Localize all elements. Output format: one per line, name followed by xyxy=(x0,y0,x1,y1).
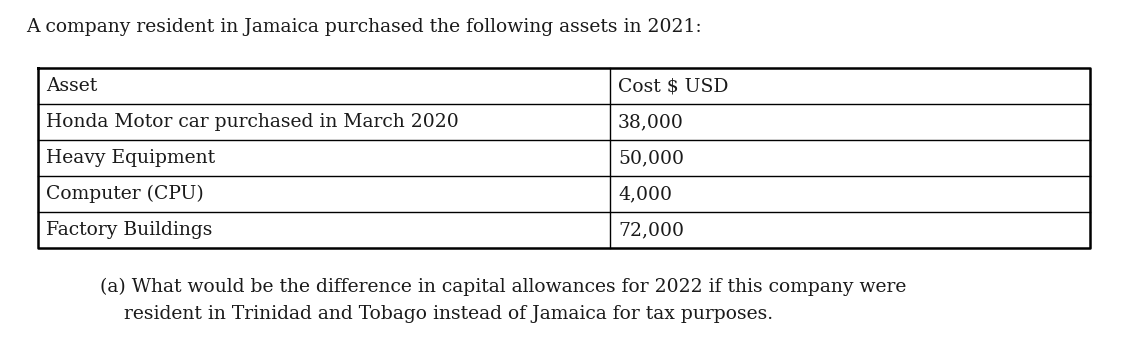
Text: Heavy Equipment: Heavy Equipment xyxy=(46,149,215,167)
Text: 50,000: 50,000 xyxy=(618,149,683,167)
Text: 38,000: 38,000 xyxy=(618,113,683,131)
Text: Factory Buildings: Factory Buildings xyxy=(46,221,213,239)
Text: Honda Motor car purchased in March 2020: Honda Motor car purchased in March 2020 xyxy=(46,113,458,131)
Text: Computer (CPU): Computer (CPU) xyxy=(46,185,204,203)
Text: (a) What would be the difference in capital allowances for 2022 if this company : (a) What would be the difference in capi… xyxy=(100,278,906,296)
Text: resident in Trinidad and Tobago instead of Jamaica for tax purposes.: resident in Trinidad and Tobago instead … xyxy=(100,305,774,323)
Text: A company resident in Jamaica purchased the following assets in 2021:: A company resident in Jamaica purchased … xyxy=(26,18,701,36)
Text: Asset: Asset xyxy=(46,77,97,95)
Text: Cost $ USD: Cost $ USD xyxy=(618,77,729,95)
Text: 72,000: 72,000 xyxy=(618,221,683,239)
Text: 4,000: 4,000 xyxy=(618,185,672,203)
